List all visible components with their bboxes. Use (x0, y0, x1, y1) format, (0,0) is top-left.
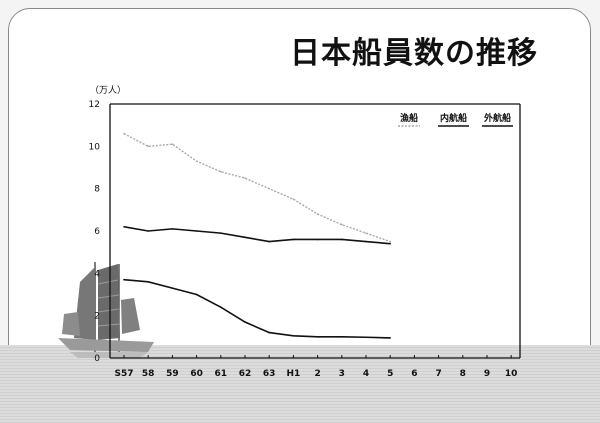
y-tick-label: 8 (94, 185, 100, 195)
x-tick-label: 5 (387, 369, 393, 379)
data-point (147, 145, 149, 148)
data-point (244, 321, 246, 323)
data-point (123, 132, 125, 135)
data-point (147, 230, 149, 232)
data-point (341, 223, 343, 226)
data-point (316, 336, 319, 338)
y-tick-label: 12 (89, 100, 100, 110)
y-tick-label: 2 (94, 312, 100, 322)
x-tick-label: 3 (339, 369, 345, 379)
x-tick-label: 4 (363, 369, 369, 379)
y-tick-label: 10 (89, 142, 101, 152)
data-point (220, 170, 222, 173)
data-point (195, 230, 198, 232)
x-tick-label: H1 (287, 369, 301, 379)
y-tick-label: 6 (94, 227, 100, 237)
x-tick-label: 63 (263, 369, 276, 379)
data-point (123, 278, 125, 281)
data-point (220, 306, 222, 309)
series-line (123, 225, 391, 245)
data-point (292, 198, 295, 201)
x-tick-label: 8 (460, 369, 466, 379)
x-tick-label: S57 (114, 369, 133, 379)
y-tick-label: 0 (94, 354, 100, 364)
data-point (268, 187, 271, 190)
data-point (389, 337, 392, 339)
data-point (195, 160, 198, 162)
x-tick-label: 60 (190, 369, 203, 379)
data-point (365, 240, 367, 243)
data-point (316, 213, 319, 215)
legend-label: 外航船 (483, 112, 511, 124)
data-point (292, 238, 295, 241)
sailboat-illustration (58, 262, 154, 358)
series-line (123, 278, 391, 339)
data-point (292, 334, 295, 337)
legend-label: 漁船 (400, 112, 418, 124)
x-tick-label: 10 (505, 369, 518, 379)
x-tick-label: 61 (215, 369, 228, 379)
x-tick-label: 58 (142, 369, 155, 379)
slide-title: 日本船員数の推移 (290, 36, 538, 71)
x-tick-label: 6 (411, 369, 417, 379)
data-point (195, 293, 198, 296)
data-point (147, 281, 149, 283)
y-axis-unit-label: （万人） (90, 85, 126, 96)
legend-label: 内航船 (440, 112, 467, 124)
data-point (244, 236, 246, 239)
data-point (268, 331, 271, 334)
x-tick-label: 9 (484, 369, 490, 379)
data-point (171, 143, 174, 146)
data-point (341, 238, 343, 241)
data-point (341, 336, 343, 338)
data-point (389, 240, 392, 243)
data-point (316, 238, 319, 241)
data-point (365, 336, 367, 339)
data-point (389, 242, 392, 245)
data-point (171, 287, 174, 289)
data-point (123, 225, 125, 228)
x-tick-label: 7 (435, 369, 441, 379)
data-point (365, 232, 367, 234)
data-point (220, 232, 222, 234)
y-tick-label: 4 (94, 269, 100, 279)
x-tick-label: 62 (239, 369, 252, 379)
data-point (244, 177, 246, 179)
data-point (268, 240, 271, 243)
series-line (123, 133, 391, 243)
data-point (171, 228, 174, 230)
x-tick-label: 2 (314, 369, 320, 379)
x-tick-label: 59 (166, 369, 179, 379)
